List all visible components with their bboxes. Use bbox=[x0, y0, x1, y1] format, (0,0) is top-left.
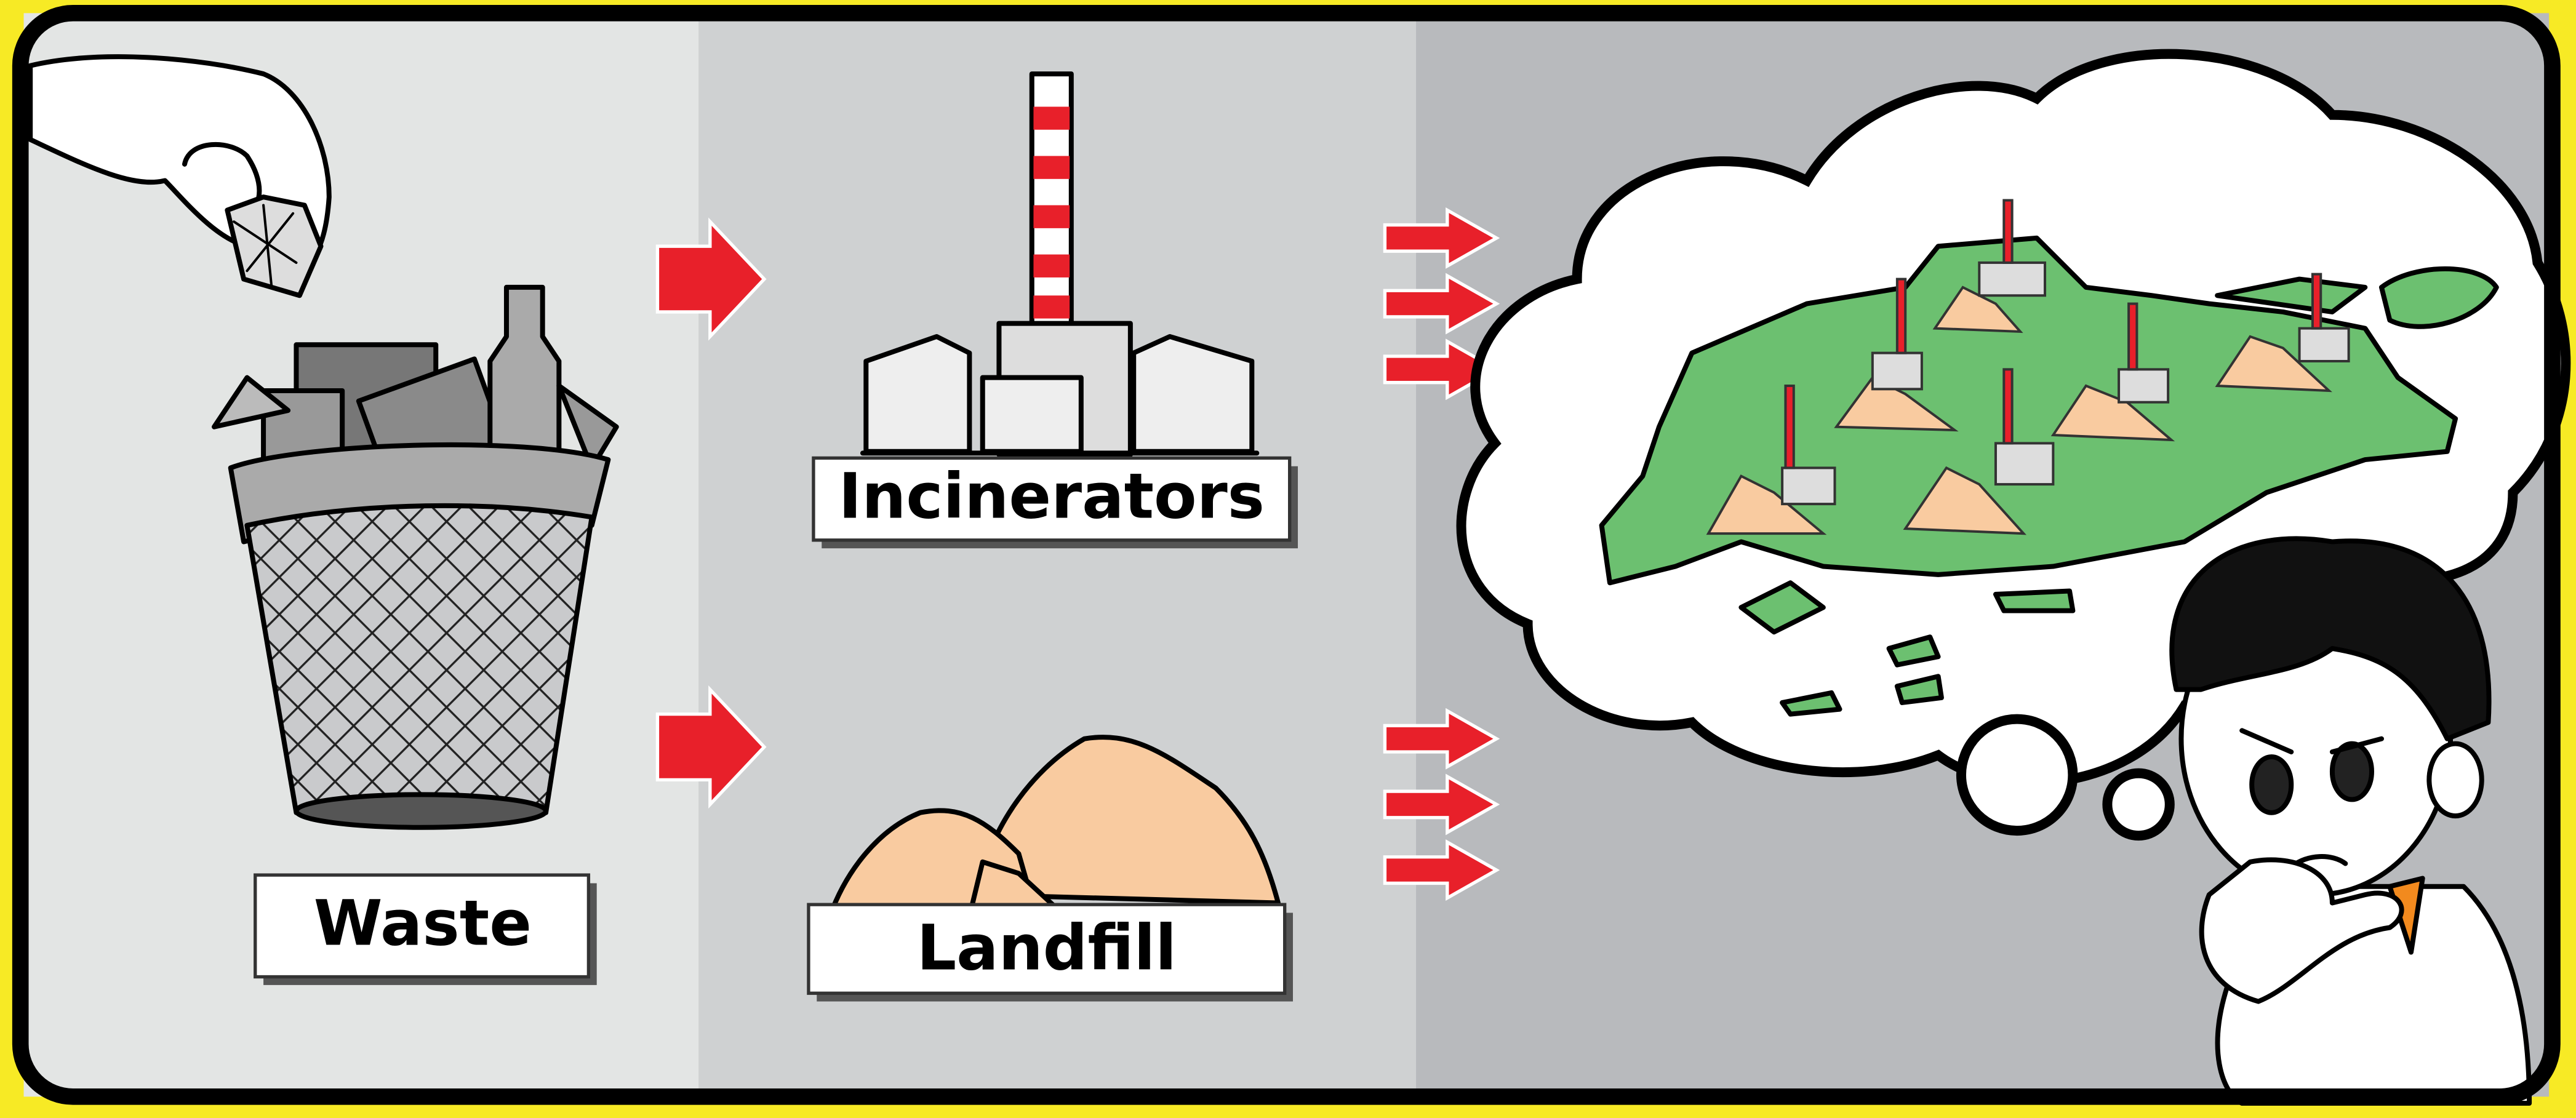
map-sites-part-part bbox=[2313, 274, 2321, 329]
boy-part bbox=[2429, 744, 2481, 816]
landfill-label: Landfill bbox=[917, 911, 1177, 984]
map-sites-part-part bbox=[2300, 329, 2349, 361]
boy-part bbox=[2252, 757, 2291, 813]
map-sites-part-part bbox=[1897, 279, 1905, 353]
waste-label: Waste bbox=[314, 887, 532, 959]
map-sites-part-part bbox=[2004, 369, 2012, 443]
thought-cloud-part bbox=[2107, 773, 2169, 836]
map-sites-part-part bbox=[1782, 468, 1834, 504]
page: {"nodes": [{"label": "Waste"}, {"label":… bbox=[0, 0, 2576, 1118]
illustration: Waste Incinerators Landfill bbox=[0, 0, 2576, 1118]
incinerator-part bbox=[983, 378, 1081, 452]
map-sites-part-part bbox=[1785, 386, 1793, 468]
incinerator-part-part bbox=[1033, 206, 1070, 228]
thought-cloud-part bbox=[1961, 719, 2073, 831]
map-sites-part-part bbox=[1979, 263, 2045, 295]
map-sites-part-part bbox=[2004, 201, 2012, 263]
incinerator-part bbox=[1134, 337, 1252, 452]
incinerators-label: Incinerators bbox=[839, 460, 1265, 533]
incinerator-part-part bbox=[1033, 295, 1070, 318]
incinerator-part-part bbox=[1033, 255, 1070, 278]
trash-can-part bbox=[247, 506, 591, 825]
trash-can-part bbox=[296, 794, 546, 827]
island-map-part bbox=[1996, 591, 2073, 611]
incinerator-part-part bbox=[1033, 156, 1070, 178]
map-sites-part-part bbox=[1996, 443, 2053, 484]
map-sites-part-part bbox=[1873, 353, 1922, 389]
incinerator-part-part bbox=[1033, 106, 1070, 129]
map-sites-part-part bbox=[2119, 369, 2168, 402]
incinerator-part bbox=[866, 337, 969, 452]
map-sites-part-part bbox=[2129, 304, 2137, 370]
